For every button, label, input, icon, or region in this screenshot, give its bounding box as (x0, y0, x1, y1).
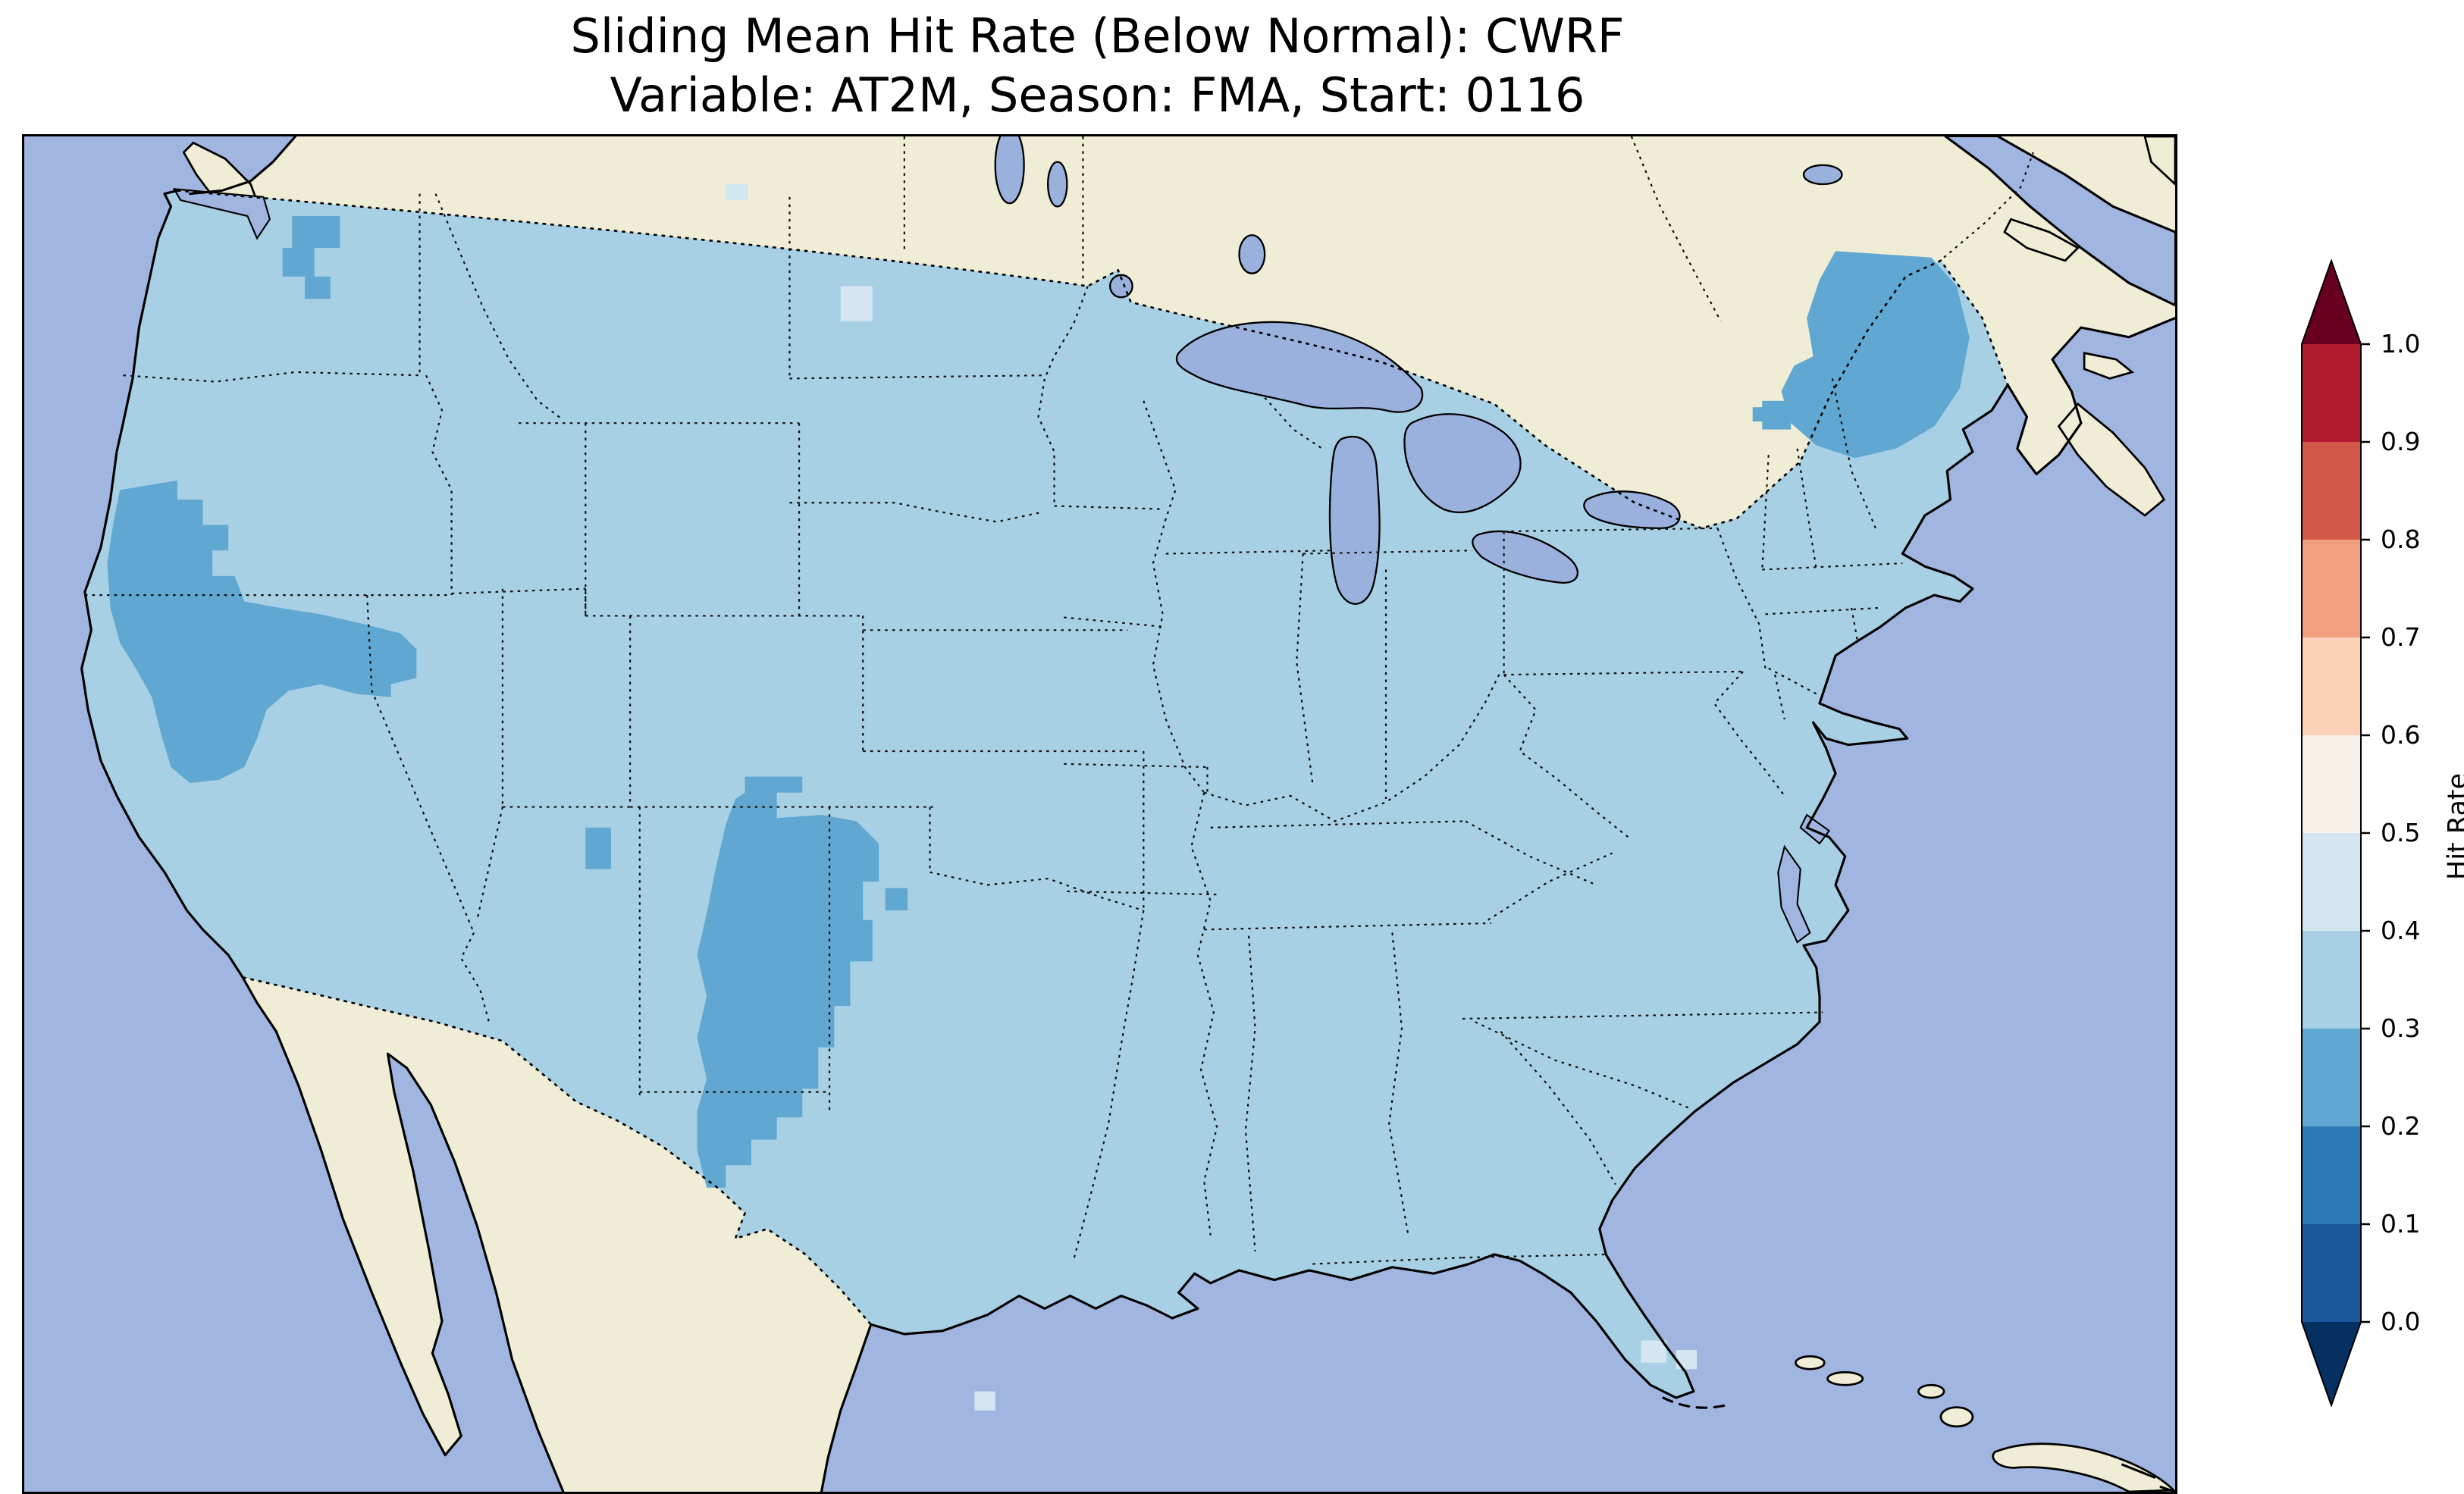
colorbar-tick-label: 0.0 (2381, 1307, 2421, 1336)
colorbar-tick-label: 0.4 (2381, 916, 2421, 945)
hispaniola-edge (2121, 1463, 2175, 1492)
hit-rate-cells-washington (282, 216, 340, 299)
hit-rate-cells-vermont (1752, 400, 1801, 430)
colorbar-segment (2302, 637, 2361, 736)
colorbar-segment (2302, 1126, 2361, 1225)
bahamas-island-1 (1795, 1355, 1826, 1370)
lake-st-john (1802, 164, 1843, 186)
lake-huron (1403, 413, 1522, 513)
atlantic-gulf-coastline (820, 384, 2009, 1492)
colorbar (2301, 259, 2370, 1407)
colorbar-segment (2302, 442, 2361, 540)
colorbar-segment (2302, 1224, 2361, 1323)
colorbar-tick-label: 0.2 (2381, 1111, 2421, 1141)
map-svg (24, 136, 2175, 1492)
country-borders (177, 189, 2009, 1326)
colorbar-segment (2302, 931, 2361, 1029)
coastlines (80, 136, 2175, 1492)
figure-subtitle: Variable: AT2M, Season: FMA, Start: 0116 (610, 67, 1585, 123)
canada-landmass (177, 136, 2175, 528)
hit-rate-cells (107, 184, 1970, 1411)
colorbar-extend-upper (2302, 261, 2361, 344)
andros-island (1939, 1406, 1974, 1428)
bahamas-island-2 (1826, 1371, 1864, 1386)
state-borders-east (1204, 378, 1903, 1265)
nova-scotia (2057, 402, 2166, 517)
lake-ontario (1583, 490, 1681, 530)
chesapeake-bay (1777, 844, 1811, 944)
state-borders-west (84, 193, 1145, 1261)
state-borders (84, 136, 2034, 1265)
hit-rate-cells-light (726, 184, 1698, 1411)
colorbar-extend-lower (2302, 1322, 2361, 1405)
british-columbia-coastline (189, 136, 297, 196)
colorbar-segment (2302, 735, 2361, 834)
strait-juan-de-fuca (172, 188, 271, 240)
hit-rate-cell-west-texas (885, 888, 908, 911)
colorbar-tick-label: 0.7 (2381, 622, 2421, 652)
us-landmass (81, 190, 2008, 1398)
colorbar-axis-label: Hit Rate (2443, 772, 2464, 880)
colorbar-tick-label: 0.8 (2381, 525, 2421, 554)
lake-winnipeg (994, 136, 1025, 205)
pacific-coastline (80, 189, 565, 1492)
florida-keys (1662, 1396, 1732, 1409)
anticosti-island (2003, 218, 2080, 262)
lake-nipigon (1238, 234, 1266, 274)
newfoundland-corner (2143, 136, 2175, 186)
colorbar-tick-label: 1.0 (2381, 329, 2421, 359)
prince-edward-island (2083, 352, 2135, 380)
lakes (172, 136, 1843, 944)
state-borders-central (1037, 286, 1502, 1236)
mexico-landmass (243, 977, 871, 1492)
colorbar-tick-label: 0.3 (2381, 1013, 2421, 1043)
colorbar-segment (2302, 344, 2361, 443)
lake-manitoba (1046, 161, 1068, 208)
bahamas-island-3 (1917, 1383, 1945, 1399)
hit-rate-cell-four-corners (585, 827, 611, 869)
canada-east-coastline (2006, 316, 2175, 475)
figure-title: Sliding Mean Hit Rate (Below Normal): CW… (570, 8, 1625, 64)
lake-superior (1175, 321, 1424, 413)
colorbar-segment (2302, 1029, 2361, 1127)
colorbar-tick-label: 0.5 (2381, 818, 2421, 847)
colorbar-tick-label: 0.1 (2381, 1209, 2421, 1239)
hit-rate-cells-nevada-california (107, 480, 417, 784)
colorbar-segment (2302, 833, 2361, 932)
delaware-bay (1799, 813, 1831, 845)
hit-rate-cells-new-mexico-texas (697, 776, 879, 1188)
lake-michigan (1328, 436, 1381, 605)
colorbar-tick-label: 0.6 (2381, 720, 2421, 750)
us-mexico-border (242, 976, 872, 1326)
lake-erie (1472, 530, 1578, 584)
hit-rate-cells-new-england (1781, 251, 1970, 459)
colorbar-tick-label: 0.9 (2381, 427, 2421, 456)
colorbar-segment (2302, 540, 2361, 638)
province-borders-canada (903, 136, 2034, 322)
st-lawrence-shores (1944, 136, 2175, 307)
map-axes (22, 134, 2177, 1494)
